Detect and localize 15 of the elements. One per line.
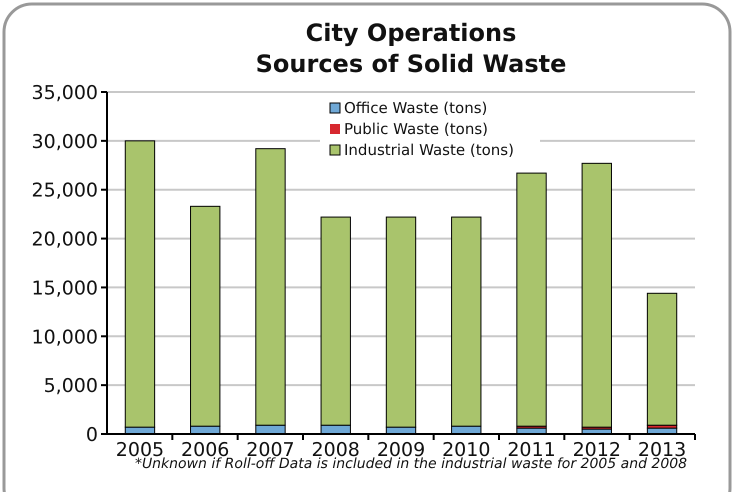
chart-title: City Operations Sources of Solid Waste	[256, 19, 566, 78]
y-tick-label: 35,000	[32, 82, 98, 104]
y-tick-label: 0	[86, 424, 98, 446]
legend-label: Office Waste (tons)	[344, 99, 488, 117]
y-tick-label: 10,000	[32, 326, 98, 348]
legend-label: Public Waste (tons)	[344, 120, 488, 138]
bar	[646, 292, 678, 426]
y-tick-label: 25,000	[32, 180, 98, 202]
legend-label: Industrial Waste (tons)	[344, 141, 514, 159]
y-tick-label: 30,000	[32, 130, 98, 153]
bar	[516, 172, 547, 427]
y-tick-label: 15,000	[32, 277, 98, 300]
y-tick-label: 5,000	[44, 375, 98, 398]
bar	[582, 162, 612, 428]
y-tick-label: 20,000	[32, 228, 98, 251]
